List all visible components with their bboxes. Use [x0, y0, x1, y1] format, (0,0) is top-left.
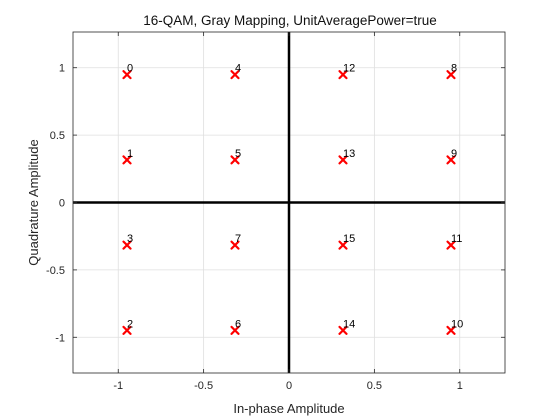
point-label-5: 5 [235, 148, 241, 160]
x-tick-label: -0.5 [194, 380, 213, 392]
x-axis-label: In-phase Amplitude [233, 401, 344, 416]
x-tick-label: 0.5 [367, 380, 382, 392]
point-label-6: 6 [235, 318, 241, 330]
point-label-13: 13 [343, 148, 355, 160]
y-tick-label: -0.5 [46, 265, 65, 277]
point-label-4: 4 [235, 63, 241, 75]
x-tick-label: 1 [457, 380, 463, 392]
point-label-1: 1 [127, 148, 133, 160]
point-label-11: 11 [451, 233, 462, 245]
point-label-3: 3 [127, 233, 133, 245]
chart-title: 16-QAM, Gray Mapping, UnitAveragePower=t… [143, 13, 437, 28]
y-tick-label: 0 [59, 198, 65, 210]
point-label-8: 8 [451, 63, 457, 75]
point-label-7: 7 [235, 233, 241, 245]
point-label-15: 15 [343, 233, 355, 245]
x-tick-label: 0 [286, 380, 292, 392]
y-tick-label: 1 [59, 63, 65, 75]
point-label-10: 10 [451, 318, 463, 330]
y-tick-label: -1 [55, 332, 65, 344]
y-tick-label: 0.5 [50, 130, 65, 142]
point-label-14: 14 [343, 318, 355, 330]
point-label-0: 0 [127, 63, 133, 75]
point-label-2: 2 [127, 318, 133, 330]
x-tick-label: -1 [113, 380, 123, 392]
point-label-12: 12 [343, 63, 355, 75]
y-axis-label: Quadrature Amplitude [26, 139, 41, 265]
point-label-9: 9 [451, 148, 457, 160]
